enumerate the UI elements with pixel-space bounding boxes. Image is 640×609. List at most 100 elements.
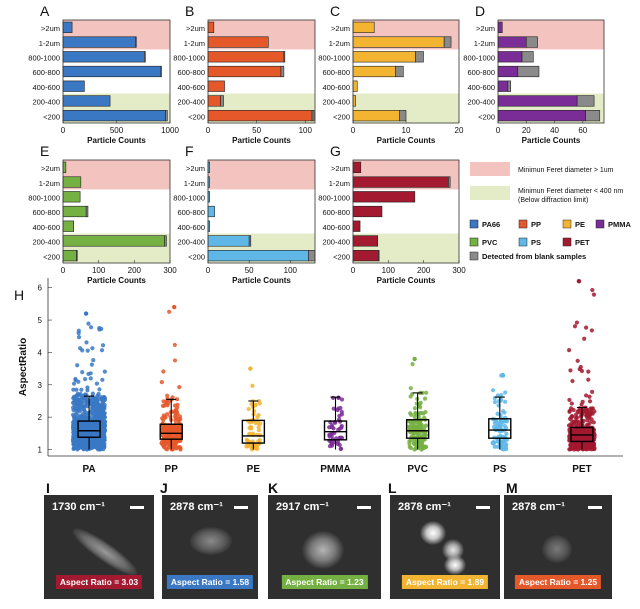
data-point — [504, 419, 509, 424]
data-point — [75, 363, 80, 368]
data-point — [102, 369, 107, 374]
data-point — [85, 348, 90, 353]
data-point — [336, 427, 341, 432]
data-point — [73, 376, 78, 382]
data-point — [571, 445, 576, 451]
data-point — [83, 311, 89, 316]
panel-label: A — [40, 3, 50, 19]
data-point — [88, 376, 93, 381]
data-point — [72, 399, 77, 404]
x-tick-label: 200 — [128, 266, 142, 275]
plot-frame — [207, 159, 316, 264]
data-point — [92, 433, 97, 438]
data-point — [327, 432, 332, 437]
data-point — [256, 412, 261, 418]
x-tick-label: 0 — [61, 266, 66, 275]
blank-bar — [395, 65, 404, 78]
y-tick-label: 400-600 — [322, 223, 350, 232]
blank-bar — [85, 205, 89, 218]
bar — [352, 191, 416, 203]
data-point — [93, 398, 98, 403]
data-point — [567, 408, 572, 414]
data-point — [423, 444, 429, 450]
data-point — [170, 428, 175, 434]
bar — [497, 110, 586, 122]
x-axis-label: Particle Counts — [87, 276, 146, 285]
data-point — [589, 328, 594, 333]
y-tick-label: 600-800 — [177, 68, 205, 77]
y-tick-label: 1-2um — [184, 179, 205, 188]
y-tick-label: 2 — [38, 413, 43, 422]
data-point — [99, 423, 104, 428]
data-point — [165, 412, 170, 417]
data-point — [492, 444, 497, 449]
legend-label: Minimun Feret diameter > 1um — [518, 167, 614, 174]
bar — [352, 250, 379, 262]
panel-label: E — [40, 143, 49, 159]
data-point — [100, 377, 105, 382]
data-point — [422, 415, 427, 420]
data-point — [338, 446, 343, 451]
y-tick-label: 400-600 — [32, 223, 60, 232]
x-tick-label: 100 — [299, 126, 313, 135]
data-point — [73, 411, 79, 417]
data-point — [502, 423, 507, 429]
data-point — [577, 406, 582, 411]
data-point — [98, 437, 103, 442]
data-point — [257, 437, 262, 443]
bar — [207, 110, 313, 122]
data-point — [590, 389, 595, 394]
data-point — [76, 397, 82, 402]
bar — [62, 176, 82, 188]
data-point — [568, 368, 573, 373]
legend-swatch-feret-400nm — [470, 186, 510, 200]
data-point — [331, 406, 336, 411]
data-point — [165, 393, 170, 398]
panel-label: B — [185, 3, 194, 19]
legend-swatch — [469, 237, 479, 247]
panel-label-K: K — [268, 480, 279, 496]
data-point — [568, 422, 573, 427]
x-tick-label: 1000 — [161, 126, 179, 135]
blank-bar — [507, 80, 512, 92]
data-point — [71, 428, 76, 433]
y-tick-label: >2um — [331, 24, 350, 33]
x-tick-label: 0 — [206, 126, 211, 135]
legend-swatch-blank — [469, 251, 479, 261]
data-point — [574, 412, 579, 417]
iqr-box — [323, 420, 348, 441]
iqr-box — [488, 418, 512, 439]
y-tick-label: >2um — [186, 164, 205, 173]
x-tick-label: PE — [247, 464, 261, 475]
data-point — [96, 410, 102, 415]
y-tick-label: 200-400 — [177, 98, 205, 107]
micro-image-I: 1730 cm⁻¹ Aspect Ratio = 3.03 — [44, 495, 154, 599]
data-point — [76, 335, 82, 340]
data-point — [409, 412, 414, 418]
data-point — [91, 422, 97, 427]
y-tick-label: 6 — [38, 284, 43, 293]
x-tick-label: 40 — [550, 126, 559, 135]
y-tick-label: 1-2um — [474, 39, 495, 48]
data-point — [166, 440, 171, 445]
data-point — [71, 387, 76, 392]
blank-bar — [517, 65, 540, 78]
y-tick-label: 800-1000 — [173, 193, 205, 202]
x-tick-label: PET — [572, 464, 591, 475]
data-point — [99, 348, 105, 353]
data-point — [96, 391, 101, 397]
data-point — [495, 393, 500, 398]
bar — [62, 191, 81, 203]
y-tick-label: >2um — [186, 24, 205, 33]
data-point — [499, 440, 504, 445]
data-point — [498, 412, 503, 418]
data-point — [177, 385, 182, 390]
data-point — [586, 446, 591, 452]
x-tick-label: PS — [493, 464, 507, 475]
data-point — [337, 435, 342, 440]
data-point — [74, 440, 79, 445]
data-point — [582, 336, 587, 341]
bar — [62, 110, 167, 122]
data-point — [246, 406, 251, 412]
